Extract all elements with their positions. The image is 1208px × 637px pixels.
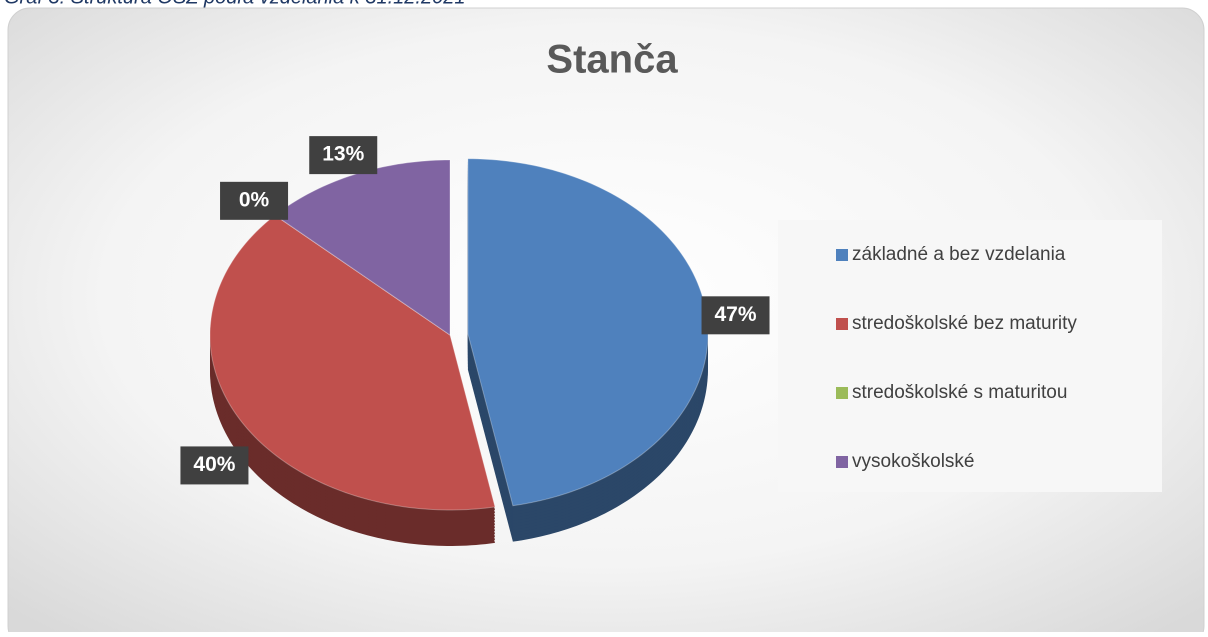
- legend-label: základné a bez vzdelania: [852, 244, 1066, 265]
- data-label: 0%: [239, 188, 270, 211]
- legend: [778, 220, 1162, 492]
- data-label-box: [220, 181, 289, 220]
- legend-swatch: [836, 318, 848, 330]
- data-label: 13%: [322, 143, 364, 166]
- legend-label: stredoškolské s maturitou: [852, 382, 1067, 403]
- slice: [209, 214, 496, 511]
- data-label-box: [309, 136, 378, 175]
- data-label: 40%: [193, 453, 235, 476]
- data-label-box: [701, 296, 770, 335]
- slice: [274, 159, 451, 336]
- legend-swatch: [836, 387, 848, 399]
- caption: Graf 3: Štruktúra OSZ podľa vzdelania k …: [4, 0, 465, 8]
- data-label: 47%: [715, 303, 757, 326]
- chart-title: Stanča: [546, 38, 678, 82]
- legend-label: stredoškolské bez maturity: [852, 313, 1077, 334]
- legend-swatch: [836, 456, 848, 468]
- data-label-box: [180, 446, 249, 485]
- legend-swatch: [836, 249, 848, 261]
- legend-label: vysokoškolské: [852, 451, 975, 472]
